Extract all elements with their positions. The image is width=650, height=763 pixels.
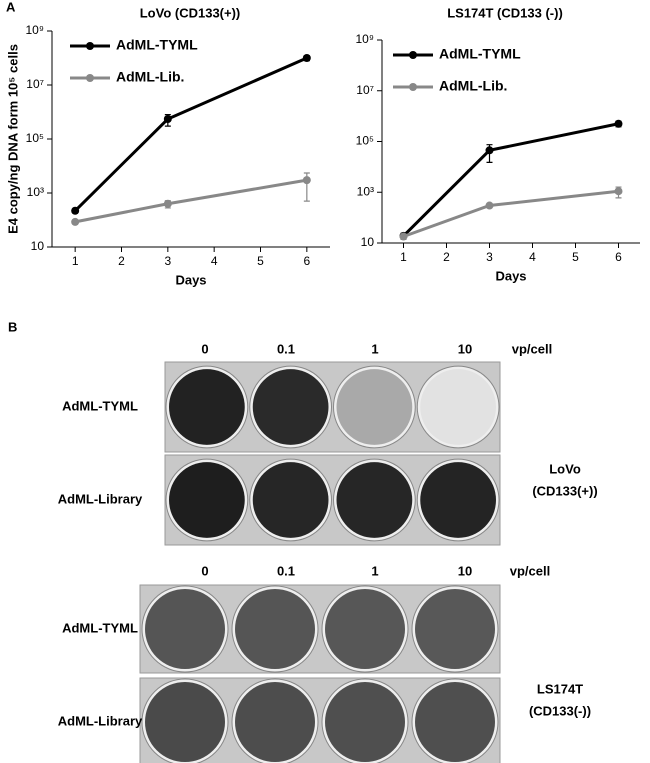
row-label: AdML-Library [58, 713, 143, 728]
dose-label: 0.1 [277, 563, 295, 578]
well [252, 369, 329, 445]
data-point [163, 199, 172, 208]
y-tick-label: 10³ [357, 184, 374, 198]
dose-label: 0 [201, 341, 208, 356]
x-tick-label: 5 [572, 250, 579, 264]
well [336, 369, 413, 445]
well [145, 589, 225, 669]
row-label: AdML-Library [58, 491, 143, 506]
data-point [614, 119, 623, 128]
x-tick-label: 6 [303, 254, 310, 268]
chart-title: LS174T (CD133 (-)) [447, 5, 563, 20]
data-point [71, 217, 80, 226]
y-tick-label: 10⁹ [356, 32, 375, 46]
y-tick-label: 10⁷ [356, 83, 374, 97]
y-tick-label: 10 [31, 239, 45, 253]
x-tick-label: 1 [72, 254, 79, 268]
panel-label: B [8, 319, 17, 334]
well [325, 589, 405, 669]
x-tick-label: 2 [118, 254, 125, 268]
legend-label: AdML-TYML [439, 46, 521, 62]
well [235, 682, 315, 762]
panel-label: A [6, 0, 16, 14]
legend-marker [409, 51, 417, 59]
x-tick-label: 3 [164, 254, 171, 268]
data-point [485, 201, 494, 210]
series-line [402, 122, 619, 237]
series-line [74, 56, 308, 212]
y-tick-label: 10⁷ [26, 77, 44, 91]
data-point [163, 115, 172, 124]
legend-marker [409, 83, 417, 91]
cell-marker-label: (CD133(-)) [529, 703, 591, 718]
well [420, 462, 496, 538]
well [145, 682, 225, 762]
well [415, 589, 495, 669]
data-point [485, 146, 494, 155]
dose-label: 10 [458, 563, 472, 578]
series-line [74, 178, 308, 224]
well [415, 682, 495, 762]
well [252, 462, 329, 538]
x-tick-label: 5 [257, 254, 264, 268]
legend-label: AdML-TYML [116, 37, 198, 53]
y-tick-label: 10⁵ [26, 131, 44, 145]
dose-label: 0 [201, 563, 208, 578]
dose-label: 10 [458, 341, 472, 356]
x-tick-label: 6 [615, 250, 622, 264]
x-tick-label: 4 [529, 250, 536, 264]
row-label: AdML-TYML [62, 620, 138, 635]
y-tick-label: 10⁹ [26, 23, 45, 37]
legend-marker [86, 42, 94, 50]
data-point [302, 54, 311, 62]
well [169, 369, 245, 445]
x-tick-label: 2 [443, 250, 450, 264]
dose-label: 1 [371, 563, 378, 578]
x-tick-label: 1 [400, 250, 407, 264]
series-line [402, 189, 619, 238]
row-label: AdML-TYML [62, 398, 138, 413]
x-axis-label: Days [495, 268, 526, 283]
data-point [71, 206, 80, 215]
y-tick-label: 10 [361, 235, 375, 249]
well [325, 682, 405, 762]
data-point [614, 187, 623, 196]
y-tick-label: 10⁵ [356, 134, 374, 148]
dose-label: 0.1 [277, 341, 295, 356]
chart-title: LoVo (CD133(+)) [140, 5, 241, 20]
x-tick-label: 4 [211, 254, 218, 268]
well [336, 462, 413, 538]
legend-label: AdML-Lib. [116, 69, 184, 85]
data-point [399, 232, 408, 241]
cell-marker-label: (CD133(+)) [532, 483, 597, 498]
well [169, 462, 245, 538]
unit-label: vp/cell [510, 563, 550, 578]
unit-label: vp/cell [512, 341, 552, 356]
data-point [302, 176, 311, 185]
legend-marker [86, 74, 94, 82]
y-tick-label: 10³ [27, 185, 44, 199]
x-tick-label: 3 [486, 250, 493, 264]
x-axis-label: Days [175, 272, 206, 287]
legend-label: AdML-Lib. [439, 78, 507, 94]
well [235, 589, 315, 669]
well [420, 369, 496, 445]
y-axis-label: E4 copy/ng DNA form 10⁵ cells [5, 44, 20, 234]
cell-line-label: LS174T [537, 681, 583, 696]
cell-line-label: LoVo [549, 461, 581, 476]
dose-label: 1 [371, 341, 378, 356]
